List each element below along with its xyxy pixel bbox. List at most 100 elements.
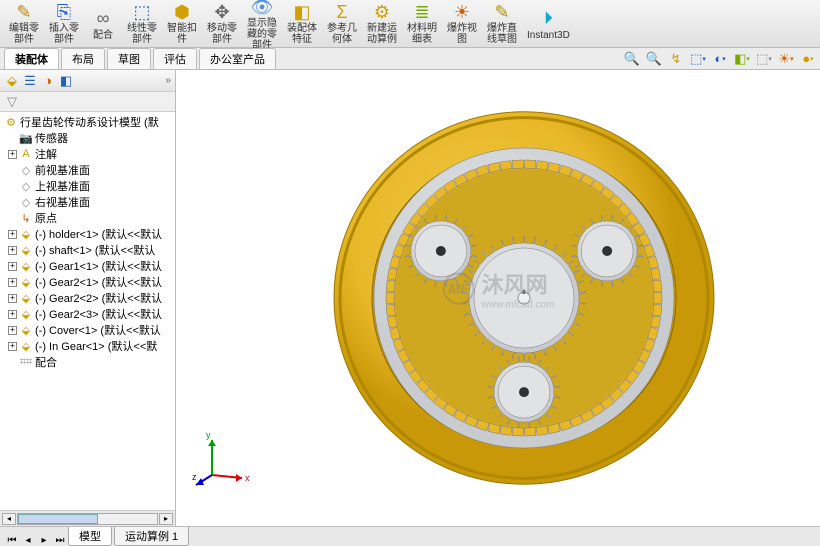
tree-expand-13[interactable]: +	[8, 342, 17, 351]
fm-icon-4[interactable]: ◧	[58, 73, 74, 89]
tree-label-3: 上视基准面	[35, 178, 90, 194]
tree-icon-2: ◇	[19, 163, 33, 177]
tree-label-12: (-) Cover<1> (默认<<默认	[35, 322, 161, 338]
tree-item-9[interactable]: +⬙(-) Gear2<1> (默认<<默认	[0, 274, 175, 290]
tree-label-4: 右视基准面	[35, 194, 90, 210]
btab-prev[interactable]: ◂	[20, 535, 36, 546]
tree-item-8[interactable]: +⬙(-) Gear1<1> (默认<<默认	[0, 258, 175, 274]
bottom-tab-1[interactable]: 运动算例 1	[114, 527, 189, 546]
tree-label-6: (-) holder<1> (默认<<默认	[35, 226, 162, 242]
tree-expand-11[interactable]: +	[8, 310, 17, 319]
scroll-track[interactable]	[17, 513, 158, 525]
tab-2[interactable]: 草图	[107, 48, 151, 69]
bottom-tab-0[interactable]: 模型	[68, 527, 112, 546]
tree-label-11: (-) Gear2<3> (默认<<默认	[35, 306, 162, 322]
view-icon-8[interactable]: ● ▾	[800, 51, 816, 67]
tree-item-10[interactable]: +⬙(-) Gear2<2> (默认<<默认	[0, 290, 175, 306]
tree-item-4[interactable]: ◇右视基准面	[0, 194, 175, 210]
toolbar-btn-9[interactable]: ⚙新建运 动算例	[362, 2, 402, 45]
toolbar-label-9: 新建运 动算例	[367, 23, 397, 45]
tree-item-6[interactable]: +⬙(-) holder<1> (默认<<默认	[0, 226, 175, 242]
toolbar-btn-3[interactable]: ⬚线性零 部件	[122, 2, 162, 45]
toolbar-icon-13: ⏵	[536, 6, 560, 30]
scroll-left-button[interactable]: ◂	[2, 513, 16, 525]
tree-label-1: 注解	[35, 146, 57, 162]
3d-viewport[interactable]: MF 沐风网 www.mfcad.com x y z	[176, 70, 820, 526]
tree-root-icon: ⚙	[4, 115, 18, 129]
tree-item-5[interactable]: ↳原点	[0, 210, 175, 226]
toolbar-label-7: 装配体 特征	[287, 23, 317, 45]
tree-item-3[interactable]: ◇上视基准面	[0, 178, 175, 194]
toolbar-btn-7[interactable]: ◧装配体 特征	[282, 2, 322, 45]
svg-text:y: y	[206, 430, 211, 440]
toolbar-icon-5: ✥	[210, 2, 234, 23]
tree-item-11[interactable]: +⬙(-) Gear2<3> (默认<<默认	[0, 306, 175, 322]
tree-item-2[interactable]: ◇前视基准面	[0, 162, 175, 178]
btab-next[interactable]: ▸	[36, 535, 52, 546]
view-icon-0[interactable]: 🔍	[624, 51, 640, 67]
toolbar-btn-0[interactable]: ✎编辑零 部件	[4, 2, 44, 45]
tab-4[interactable]: 办公室产品	[199, 48, 276, 69]
sidebar-hscrollbar[interactable]: ◂ ▸	[0, 510, 175, 526]
tree-item-14[interactable]: ⌗⌗配合	[0, 354, 175, 370]
tree-icon-8: ⬙	[19, 259, 33, 273]
scroll-thumb[interactable]	[18, 514, 98, 524]
toolbar-icon-6: 👁	[250, 0, 274, 18]
tree-icon-4: ◇	[19, 195, 33, 209]
toolbar-label-0: 编辑零 部件	[9, 23, 39, 45]
view-icon-3[interactable]: ⬚ ▾	[690, 51, 706, 67]
toolbar-label-12: 爆炸直 线草图	[487, 23, 517, 45]
filter-funnel-icon[interactable]: ▽	[4, 94, 20, 110]
tree-item-13[interactable]: +⬙(-) In Gear<1> (默认<<默	[0, 338, 175, 354]
toolbar-btn-11[interactable]: ☀爆炸视 图	[442, 2, 482, 45]
tree-label-2: 前视基准面	[35, 162, 90, 178]
tree-root-label[interactable]: 行星齿轮传动系设计模型 (默	[20, 114, 159, 130]
view-icon-4[interactable]: ◐ ▾	[712, 51, 728, 67]
fm-icon-2[interactable]: ☰	[22, 73, 38, 89]
toolbar-btn-6[interactable]: 👁显示隐 藏的零 部件	[242, 2, 282, 45]
tree-icon-0: 📷	[19, 131, 33, 145]
toolbar-label-13: Instant3D	[527, 30, 570, 41]
tab-1[interactable]: 布局	[61, 48, 105, 69]
tree-expand-8[interactable]: +	[8, 262, 17, 271]
tree-item-12[interactable]: +⬙(-) Cover<1> (默认<<默认	[0, 322, 175, 338]
toolbar-btn-5[interactable]: ✥移动零 部件	[202, 2, 242, 45]
btab-first[interactable]: ⏮	[4, 535, 20, 546]
toolbar-btn-13[interactable]: ⏵Instant3D	[522, 2, 575, 45]
fm-collapse[interactable]: »	[165, 75, 171, 86]
view-icon-6[interactable]: ⬚ ▾	[756, 51, 772, 67]
tab-3[interactable]: 评估	[153, 48, 197, 69]
view-icon-7[interactable]: ☀ ▾	[778, 51, 794, 67]
view-icon-2[interactable]: ↯	[668, 51, 684, 67]
btab-last[interactable]: ⏭	[52, 535, 68, 546]
scroll-right-button[interactable]: ▸	[159, 513, 173, 525]
tree-icon-11: ⬙	[19, 307, 33, 321]
toolbar-btn-12[interactable]: ✎爆炸直 线草图	[482, 2, 522, 45]
tree-item-7[interactable]: +⬙(-) shaft<1> (默认<<默认	[0, 242, 175, 258]
svg-text:x: x	[245, 473, 250, 483]
toolbar-btn-2[interactable]: ∞配合	[84, 2, 122, 45]
tree-expand-9[interactable]: +	[8, 278, 17, 287]
tree-expand-10[interactable]: +	[8, 294, 17, 303]
tree-expand-7[interactable]: +	[8, 246, 17, 255]
toolbar-btn-1[interactable]: ⎘插入零 部件	[44, 2, 84, 45]
toolbar-btn-4[interactable]: ⬢智能扣 件	[162, 2, 202, 45]
toolbar-label-3: 线性零 部件	[127, 23, 157, 45]
view-icon-5[interactable]: ◧ ▾	[734, 51, 750, 67]
tab-0[interactable]: 装配体	[4, 48, 59, 69]
tree-expand-6[interactable]: +	[8, 230, 17, 239]
toolbar-label-5: 移动零 部件	[207, 23, 237, 45]
toolbar-btn-8[interactable]: Σ参考几 何体	[322, 2, 362, 45]
tree-item-1[interactable]: +A注解	[0, 146, 175, 162]
fm-icon-3[interactable]: ◑	[40, 73, 56, 89]
fm-icon-1[interactable]: ⬙	[4, 73, 20, 89]
tree-icon-6: ⬙	[19, 227, 33, 241]
tree-expand-12[interactable]: +	[8, 326, 17, 335]
tree-item-0[interactable]: 📷传感器	[0, 130, 175, 146]
toolbar-icon-11: ☀	[450, 2, 474, 23]
tree-expand-1[interactable]: +	[8, 150, 17, 159]
toolbar-btn-10[interactable]: ≣材料明 细表	[402, 2, 442, 45]
toolbar-label-10: 材料明 细表	[407, 23, 437, 45]
view-icon-1[interactable]: 🔍	[646, 51, 662, 67]
toolbar-label-4: 智能扣 件	[167, 23, 197, 45]
